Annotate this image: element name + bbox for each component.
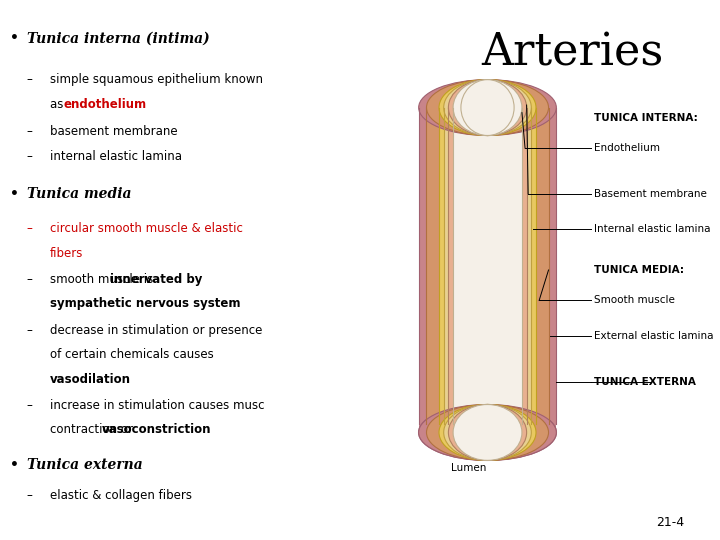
Text: vasoconstriction: vasoconstriction [102, 423, 212, 436]
Text: vasodilation: vasodilation [50, 373, 131, 386]
Text: Basement membrane: Basement membrane [594, 189, 707, 199]
Text: Tunica externa: Tunica externa [27, 458, 143, 472]
Text: TUNICA EXTERNA: TUNICA EXTERNA [594, 377, 696, 387]
Ellipse shape [453, 80, 522, 136]
Bar [449, 107, 526, 433]
Ellipse shape [449, 404, 526, 460]
Bar [418, 107, 557, 433]
Text: simple squamous epithelium known: simple squamous epithelium known [50, 73, 263, 86]
Text: •: • [11, 31, 19, 45]
Bar [426, 107, 549, 433]
Ellipse shape [418, 80, 557, 136]
Ellipse shape [426, 80, 549, 136]
Ellipse shape [453, 404, 522, 460]
Text: –: – [27, 125, 33, 138]
Text: as: as [50, 98, 67, 111]
Text: •: • [11, 458, 19, 472]
Text: Lumen: Lumen [451, 425, 487, 473]
Text: sympathetic nervous system: sympathetic nervous system [50, 298, 240, 310]
Text: innervated by: innervated by [110, 273, 202, 286]
Ellipse shape [439, 404, 536, 460]
Text: decrease in stimulation or presence: decrease in stimulation or presence [50, 324, 262, 337]
Text: of certain chemicals causes: of certain chemicals causes [50, 348, 214, 361]
Bar [444, 107, 531, 433]
Ellipse shape [418, 404, 557, 460]
Text: increase in stimulation causes musc: increase in stimulation causes musc [50, 399, 264, 412]
Text: Endothelium: Endothelium [594, 143, 660, 153]
Ellipse shape [439, 80, 536, 136]
Text: –: – [27, 73, 33, 86]
Ellipse shape [449, 80, 526, 136]
Text: –: – [27, 273, 33, 286]
Text: –: – [27, 399, 33, 412]
Text: –: – [27, 489, 33, 502]
Ellipse shape [439, 404, 536, 460]
Ellipse shape [444, 80, 531, 136]
Text: smooth muscle is: smooth muscle is [50, 273, 157, 286]
Text: Arteries: Arteries [481, 31, 663, 75]
Text: –: – [27, 222, 33, 235]
Bar [439, 107, 536, 433]
Text: •: • [11, 187, 19, 201]
Text: –: – [27, 150, 33, 163]
Text: internal elastic lamina: internal elastic lamina [50, 150, 182, 163]
Text: TUNICA INTERNA:: TUNICA INTERNA: [594, 113, 698, 123]
Bar [453, 107, 522, 433]
Ellipse shape [461, 80, 514, 136]
Ellipse shape [453, 404, 522, 460]
Text: elastic & collagen fibers: elastic & collagen fibers [50, 489, 192, 502]
Text: Tunica media: Tunica media [27, 187, 132, 201]
Ellipse shape [426, 404, 549, 460]
Ellipse shape [418, 404, 557, 460]
Text: Smooth muscle: Smooth muscle [594, 295, 675, 306]
Text: Tunica interna (intima): Tunica interna (intima) [27, 31, 210, 45]
Text: endothelium: endothelium [63, 98, 147, 111]
Text: –: – [27, 324, 33, 337]
Text: basement membrane: basement membrane [50, 125, 178, 138]
Text: Internal elastic lamina: Internal elastic lamina [594, 225, 711, 234]
Text: circular smooth muscle & elastic: circular smooth muscle & elastic [50, 222, 243, 235]
Ellipse shape [444, 404, 531, 460]
Ellipse shape [426, 404, 549, 460]
Text: 21-4: 21-4 [656, 516, 684, 529]
Ellipse shape [444, 404, 531, 460]
Text: External elastic lamina: External elastic lamina [594, 331, 714, 341]
Text: TUNICA MEDIA:: TUNICA MEDIA: [594, 265, 684, 275]
Ellipse shape [449, 404, 526, 460]
Text: fibers: fibers [50, 247, 84, 260]
Text: contraction or: contraction or [50, 423, 137, 436]
